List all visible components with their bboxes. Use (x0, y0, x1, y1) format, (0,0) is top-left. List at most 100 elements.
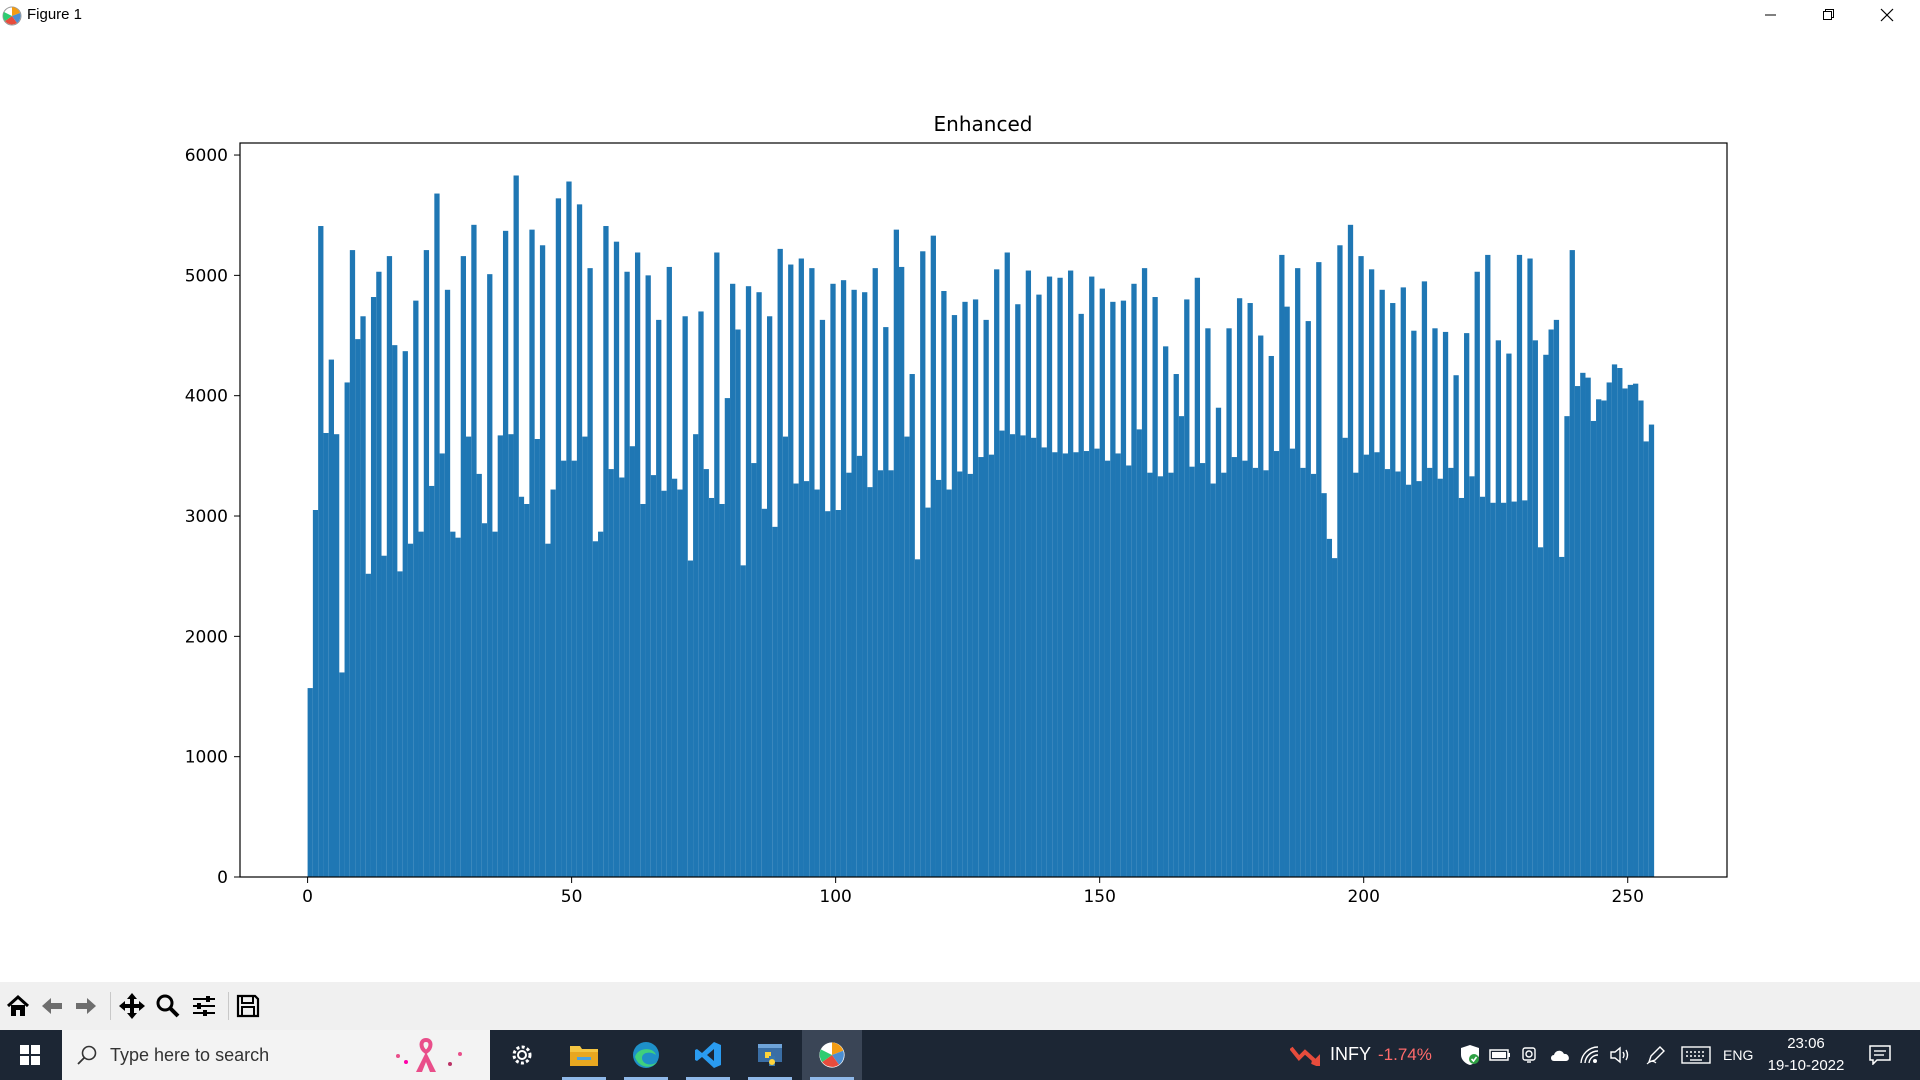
save-button[interactable] (232, 990, 264, 1022)
histogram-bar (392, 345, 398, 877)
histogram-bar (809, 268, 815, 877)
histogram-bar (1131, 283, 1137, 878)
histogram-bar (1601, 400, 1607, 877)
histogram-bar (386, 256, 393, 878)
histogram-bar (1152, 297, 1158, 878)
histogram-bar (402, 351, 408, 877)
histogram-bar (1178, 416, 1185, 877)
histogram-bar (1580, 372, 1586, 877)
taskbar-edge[interactable] (616, 1030, 676, 1080)
onedrive-tray-icon-wrap[interactable] (1548, 1044, 1572, 1066)
pen-tray-icon-wrap[interactable] (1644, 1044, 1668, 1066)
stock-widget-icon-wrap[interactable] (1290, 1042, 1320, 1068)
histogram-bar (1009, 434, 1016, 877)
stock-symbol[interactable]: INFY (1330, 1044, 1372, 1064)
histogram-bar (835, 510, 841, 877)
restore-button[interactable] (1800, 0, 1858, 30)
start-button[interactable] (0, 1030, 60, 1080)
taskbar-settings[interactable] (492, 1030, 552, 1080)
histogram-bar (1168, 472, 1174, 877)
taskbar-search-box[interactable]: Type here to search (62, 1030, 490, 1080)
axes-frame (239, 142, 1728, 878)
taskbar-file-explorer[interactable] (554, 1030, 614, 1080)
histogram-bar (629, 446, 635, 877)
back-icon (42, 998, 62, 1014)
pan-icon (119, 993, 145, 1019)
battery-tray-icon-wrap[interactable] (1488, 1044, 1512, 1066)
histogram-bar (1437, 478, 1443, 877)
minimize-button[interactable] (1742, 0, 1800, 30)
histogram-bar (798, 258, 804, 877)
home-button[interactable] (2, 990, 34, 1022)
histogram-bar (1368, 269, 1375, 878)
histogram-bar (1163, 346, 1169, 877)
histogram-bar (355, 339, 361, 878)
histogram-bar (740, 565, 746, 877)
taskbar-vscode[interactable] (678, 1030, 738, 1080)
language-indicator[interactable]: ENG (1723, 1047, 1754, 1063)
histogram-bar (1052, 452, 1058, 877)
histogram-chart: Enhanced 0 50 100 150 200 250 0 1000 2000 3000 40… (185, 112, 1728, 907)
histogram-bar (561, 460, 567, 877)
histogram-bar (888, 470, 894, 877)
close-button[interactable] (1858, 0, 1916, 30)
configure-subplots-button[interactable] (188, 990, 220, 1022)
histogram-bar (777, 248, 783, 877)
histogram-bar (1231, 457, 1237, 877)
histogram-bar (1094, 448, 1100, 877)
histogram-bar (846, 472, 852, 877)
histogram-bar (761, 508, 767, 877)
histogram-bar (1332, 558, 1338, 877)
histogram-bar (730, 283, 736, 878)
wifi-tray-icon-wrap[interactable] (1578, 1044, 1602, 1066)
histogram-bar (1147, 472, 1153, 877)
camera-tray-icon-wrap[interactable] (1518, 1044, 1542, 1066)
x-tick-label: 200 (1347, 887, 1379, 907)
clock-date[interactable]: 19-10-2022 (1767, 1057, 1845, 1074)
histogram-bar (429, 485, 435, 877)
histogram-bar (566, 181, 572, 878)
histogram-bar (318, 226, 324, 877)
histogram-bar (312, 510, 319, 877)
histogram-bar (872, 268, 878, 877)
histogram-bar (1247, 303, 1253, 877)
zoom-button[interactable] (152, 990, 184, 1022)
histogram-bar (893, 229, 900, 878)
histogram-bar (1115, 453, 1121, 877)
security-tray-icon-wrap[interactable] (1458, 1044, 1482, 1066)
y-tick-label: 5000 (185, 266, 228, 286)
histogram-bar (951, 315, 958, 877)
histogram-bar (545, 543, 551, 877)
histogram-bar (1559, 556, 1565, 877)
x-tick-label: 250 (1611, 887, 1643, 907)
notifications-button[interactable] (1862, 1042, 1898, 1068)
forward-button[interactable] (70, 990, 102, 1022)
histogram-bar (1379, 289, 1385, 877)
running-indicator (748, 1077, 792, 1080)
histogram-bar (1474, 271, 1480, 877)
keyboard-tray-icon-wrap[interactable] (1680, 1044, 1712, 1066)
stock-change[interactable]: -1.74% (1378, 1045, 1432, 1064)
histogram-bar (634, 252, 641, 878)
minimize-icon (1765, 14, 1776, 16)
histogram-bar (376, 271, 382, 877)
histogram-bar (455, 537, 461, 877)
histogram-bar (994, 269, 1000, 878)
histogram-bar (1347, 224, 1354, 878)
histogram-bar (978, 457, 984, 877)
histogram-bar (751, 463, 757, 877)
histogram-bar (1252, 467, 1259, 877)
notification-center-icon (1869, 1045, 1891, 1065)
histogram-bar (1384, 469, 1391, 877)
back-button[interactable] (36, 990, 68, 1022)
pan-button[interactable] (116, 990, 148, 1022)
taskbar-matplotlib-figure[interactable] (802, 1030, 862, 1080)
taskbar-python[interactable] (740, 1030, 800, 1080)
clock-time[interactable]: 23:06 (1787, 1035, 1825, 1052)
histogram-bar (1004, 252, 1010, 878)
toolbar-separator (228, 992, 229, 1020)
histogram-bar (497, 435, 503, 877)
volume-tray-icon-wrap[interactable] (1608, 1044, 1632, 1066)
histogram-bar (904, 436, 910, 877)
zoom-icon (156, 994, 180, 1018)
